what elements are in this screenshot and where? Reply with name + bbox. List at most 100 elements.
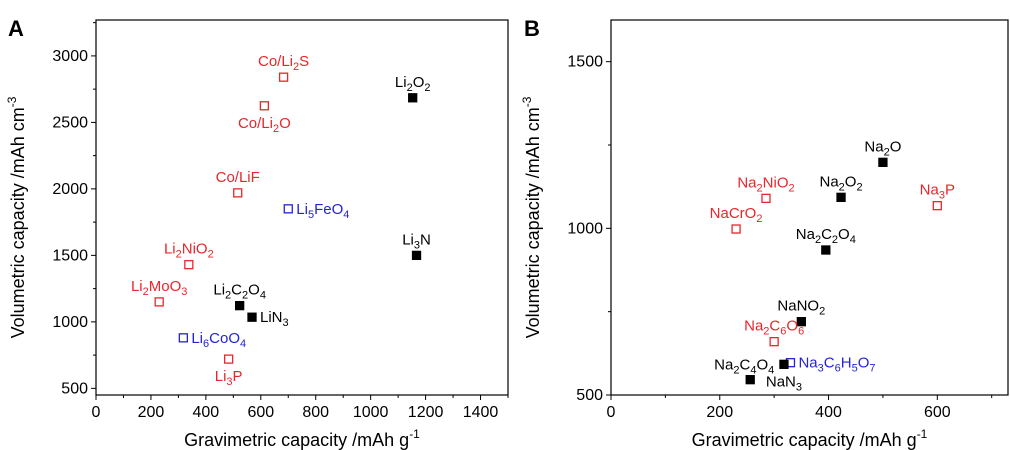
label-part: C <box>739 357 750 374</box>
y-axis-title: Volumetric capacity /mAh cm-3 <box>5 96 28 338</box>
label-part: Na <box>864 138 884 155</box>
y-tick-label: 1000 <box>52 314 88 331</box>
y-tick-label: 500 <box>61 380 88 397</box>
label-part: 3 <box>818 363 824 375</box>
label-part: NiO <box>763 174 789 191</box>
x-axis-title-exponent: -1 <box>409 427 420 441</box>
label-part: Na <box>796 226 816 243</box>
x-tick-label: 200 <box>706 404 733 421</box>
x-axis-title-text: Gravimetric capacity /mAh g <box>692 430 917 450</box>
data-point-label: Na2NiO2 <box>737 174 794 194</box>
y-axis-title-text: Volumetric capacity /mAh cm <box>8 107 28 338</box>
label-part: O <box>248 282 260 299</box>
label-part: N <box>420 231 431 248</box>
label-part: 4 <box>750 365 756 377</box>
data-point-label: NaN3 <box>766 373 802 393</box>
label-part: Na <box>744 318 764 335</box>
label-part: 3 <box>939 190 945 202</box>
x-tick-label: 600 <box>247 404 274 421</box>
label-part: 4 <box>768 365 774 377</box>
x-tick-label: 400 <box>193 404 220 421</box>
label-part: 2 <box>176 249 182 261</box>
data-point-label: Na2C6O6 <box>744 318 804 338</box>
x-axis: 0 200 400 600 <box>607 395 993 421</box>
label-part: O <box>890 138 902 155</box>
data-point-label: Co/LiF <box>216 169 260 186</box>
label-part: MoO <box>149 278 182 295</box>
label-part: 2 <box>407 82 413 94</box>
data-point-marker <box>233 188 243 198</box>
label-part: 4 <box>260 290 266 302</box>
x-axis-title-exponent: -1 <box>917 427 928 441</box>
label-part: C <box>824 355 835 372</box>
label-part: FeO <box>314 201 343 218</box>
label-part: NiO <box>182 241 208 258</box>
label-part: O <box>413 74 425 91</box>
data-point-label: Na3C6H5O7 <box>798 355 875 375</box>
label-part: P <box>233 368 243 385</box>
label-part: O <box>279 115 291 132</box>
y-tick-label: 2500 <box>52 114 88 131</box>
label-part: 2 <box>273 123 279 135</box>
label-part: P <box>945 182 955 199</box>
label-part: 3 <box>226 376 232 388</box>
data-point-label: Na2C4O4 <box>714 357 774 377</box>
data-point-marker <box>745 375 755 385</box>
data-point-label: Li3P <box>215 368 243 388</box>
data-point-label: Na3P <box>920 182 955 202</box>
label-part: 5 <box>852 363 858 375</box>
label-part: Co/Li <box>238 115 273 132</box>
data-point-marker <box>932 201 942 211</box>
label-part: C <box>769 318 780 335</box>
data-point-label: Co/Li2S <box>258 53 309 73</box>
label-part: 6 <box>835 363 841 375</box>
label-part: Na <box>798 355 818 372</box>
data-point-marker <box>408 93 418 103</box>
label-part: 7 <box>869 363 875 375</box>
label-part: LiN <box>260 309 283 326</box>
data-point-marker <box>259 101 270 111</box>
label-part: 2 <box>856 181 862 193</box>
label-part: Na <box>714 357 734 374</box>
label-part: 4 <box>240 338 246 350</box>
data-point-marker <box>178 333 188 343</box>
label-part: NaNO <box>777 298 819 315</box>
label-part: Li <box>215 368 227 385</box>
panel-b: B 0 200 400 600 500 1000 1500 Gravimetric capaci… <box>520 16 1009 450</box>
x-tick-label: 400 <box>815 404 842 421</box>
y-tick-label: 3000 <box>52 48 88 65</box>
label-part: Li <box>131 278 143 295</box>
x-tick-label: 200 <box>138 404 165 421</box>
x-tick-label: 0 <box>607 404 616 421</box>
label-part: 2 <box>789 182 795 194</box>
data-point-marker <box>796 317 806 327</box>
label-part: Li <box>213 282 225 299</box>
data-point-label: Na2O <box>864 138 901 158</box>
label-part: 2 <box>819 306 825 318</box>
label-part: 6 <box>798 326 804 338</box>
label-part: 4 <box>343 209 349 221</box>
data-point-marker <box>154 297 164 307</box>
label-part: 3 <box>414 239 420 251</box>
data-point-label: Li2O2 <box>395 74 431 94</box>
x-tick-label: 1000 <box>353 404 389 421</box>
x-tick-label: 1200 <box>408 404 444 421</box>
label-part: O <box>858 355 870 372</box>
x-axis-title-text: Gravimetric capacity /mAh g <box>184 430 409 450</box>
data-point-marker <box>184 260 194 270</box>
data-point-marker <box>278 72 289 82</box>
label-part: 3 <box>796 381 802 393</box>
label-part: 2 <box>884 146 890 158</box>
data-point-marker <box>731 224 741 234</box>
label-part: O <box>838 226 850 243</box>
label-part: 3 <box>181 286 187 298</box>
label-part: 2 <box>832 234 838 246</box>
x-tick-label: 600 <box>924 404 951 421</box>
label-part: 2 <box>815 234 821 246</box>
x-axis-title: Gravimetric capacity /mAh g-1 <box>184 427 420 450</box>
label-part: Li <box>164 241 176 258</box>
data-point-marker <box>247 312 257 322</box>
label-part: 2 <box>756 213 762 225</box>
label-part: 2 <box>208 249 214 261</box>
